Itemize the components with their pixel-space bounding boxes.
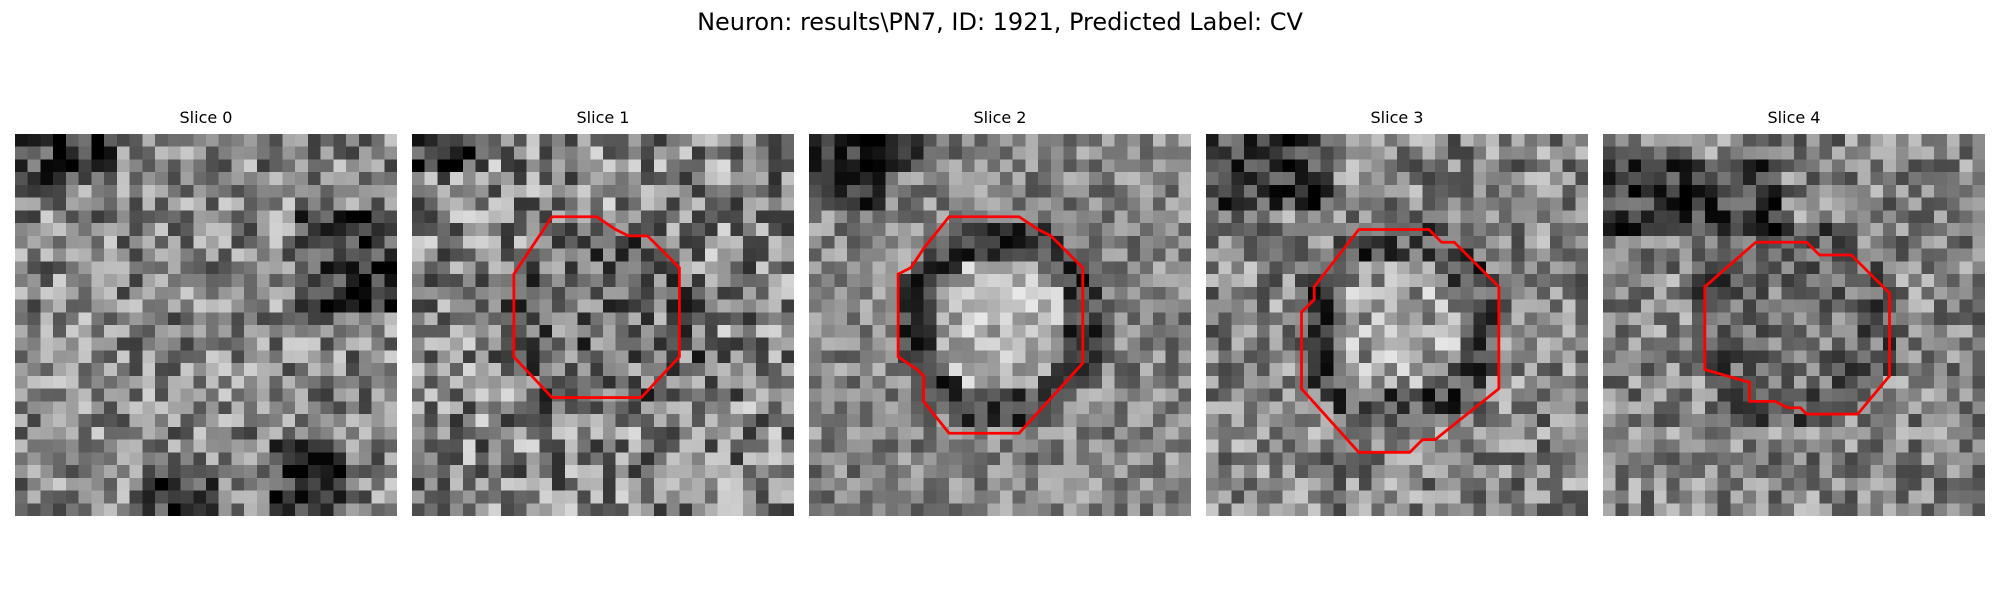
contour-outline (1300, 228, 1501, 454)
slice-title: Slice 1 (576, 108, 630, 127)
slice-title: Slice 2 (973, 108, 1027, 127)
slice-image (15, 134, 397, 516)
slice-image (1603, 134, 1985, 516)
contour-outline (1703, 240, 1891, 416)
slice-panel-2: Slice 2 (809, 108, 1191, 520)
slice-panel-4: Slice 4 (1603, 108, 1985, 520)
figure-title: Neuron: results\PN7, ID: 1921, Predicted… (697, 8, 1303, 36)
slice-image (809, 134, 1191, 516)
slice-panel-0: Slice 0 (15, 108, 397, 520)
contour-outline (512, 215, 681, 399)
slice-image (412, 134, 794, 516)
slice-panel-3: Slice 3 (1206, 108, 1588, 520)
contour-outline (896, 215, 1085, 435)
slice-panel-1: Slice 1 (412, 108, 794, 520)
slice-title: Slice 4 (1767, 108, 1821, 127)
slice-title: Slice 3 (1370, 108, 1424, 127)
slice-image (1206, 134, 1588, 516)
slice-title: Slice 0 (179, 108, 233, 127)
